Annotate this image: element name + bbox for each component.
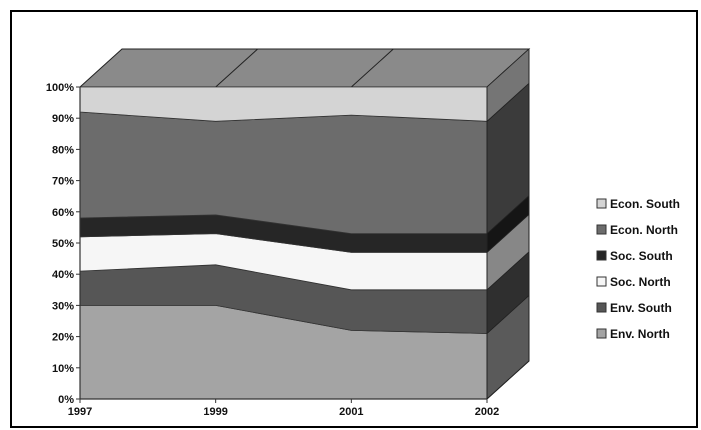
legend-label-econ-south: Econ. South	[610, 197, 680, 211]
top-face-divider	[350, 48, 394, 88]
y-tick-label: 70%	[52, 176, 74, 188]
y-tick-label: 0%	[58, 394, 74, 406]
x-tick-label: 2001	[339, 406, 363, 418]
area-layers	[79, 86, 488, 400]
legend-label-soc-south: Soc. South	[610, 249, 673, 263]
legend-swatch-soc-south	[596, 250, 607, 261]
chart-top-face	[78, 48, 531, 88]
legend-label-env-south: Env. South	[610, 301, 672, 315]
legend-swatch-env-south	[596, 302, 607, 313]
legend: Econ. South Econ. North Soc. South Soc. Nor…	[596, 197, 680, 341]
legend-label-econ-north: Econ. North	[610, 223, 678, 237]
y-tick-label: 60%	[52, 207, 74, 219]
area-econ-south	[79, 86, 488, 122]
side-outline	[486, 49, 530, 400]
y-tick-label: 20%	[52, 332, 74, 344]
y-tick-label: 50%	[52, 238, 74, 250]
legend-swatch-econ-south	[596, 198, 607, 209]
x-tick-label: 1999	[203, 406, 227, 418]
legend-swatch-env-north	[596, 328, 607, 339]
legend-label-soc-north: Soc. North	[610, 275, 671, 289]
legend-swatch-soc-north	[596, 276, 607, 287]
y-tick-label: 40%	[52, 269, 74, 281]
top-face-divider	[215, 48, 259, 88]
y-tick-label: 30%	[52, 300, 74, 312]
x-tick-label: 1997	[68, 406, 92, 418]
x-tick-label: 2002	[475, 406, 499, 418]
y-tick-label: 100%	[46, 82, 74, 94]
y-tick-label: 80%	[52, 144, 74, 156]
chart-side-face	[486, 48, 530, 400]
axes: 0% 10% 20% 30% 40% 50% 60% 70% 80% 90% 100% 1997 199…	[46, 82, 499, 418]
top-face	[78, 48, 531, 88]
legend-label-env-north: Env. North	[610, 327, 670, 341]
y-tick-label: 10%	[52, 363, 74, 375]
area-econ-north	[79, 111, 488, 235]
y-tick-label: 90%	[52, 113, 74, 125]
legend-swatch-econ-north	[596, 224, 607, 235]
